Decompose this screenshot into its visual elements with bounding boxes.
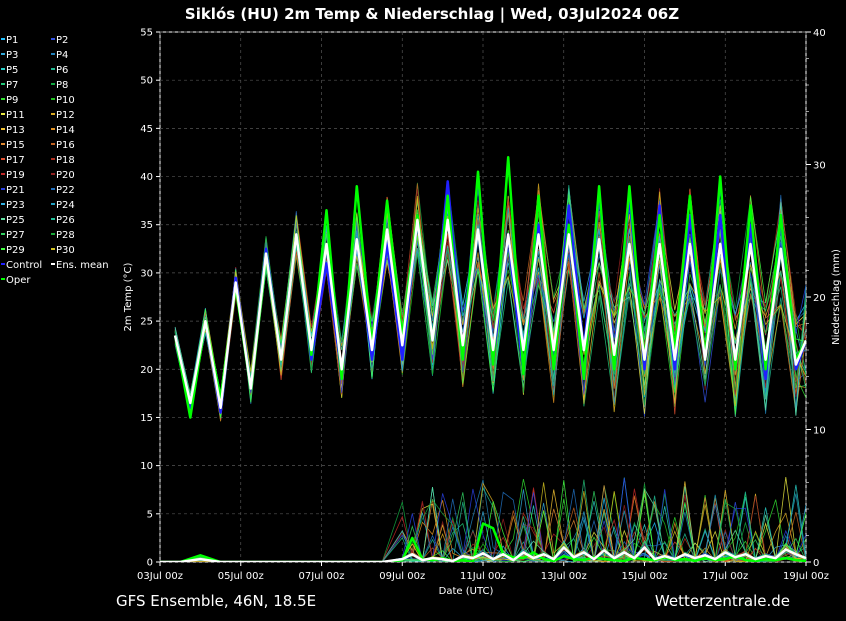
y-tick-label: 30 bbox=[140, 268, 153, 279]
y-tick-label: 20 bbox=[140, 365, 153, 376]
legend-label: Oper bbox=[6, 275, 31, 286]
y-axis-ticks: 0 5 10 15 20 25 30 35 40 45 50 55 bbox=[140, 28, 160, 569]
y2-tick-label: 30 bbox=[813, 161, 826, 172]
legend: P1 P2 P3 P4 P5 P6 P7 P8 P9 P10 P11 P12 P13 P14 P15 P16 P… bbox=[1, 35, 109, 286]
x-tick-label: 11Jul 00z bbox=[460, 571, 506, 582]
y2-axis-ticks: 0 10 20 30 40 bbox=[806, 28, 826, 569]
y-tick-label: 5 bbox=[147, 509, 153, 520]
legend-label: P26 bbox=[56, 215, 75, 226]
main-series bbox=[160, 156, 806, 562]
y2-tick-label: 0 bbox=[813, 558, 819, 569]
legend-label: P1 bbox=[6, 35, 18, 46]
ens-mean-temp-line bbox=[173, 218, 806, 410]
chart-title: Siklós (HU) 2m Temp & Niederschlag | Wed… bbox=[185, 5, 679, 24]
y-tick-label: 45 bbox=[140, 124, 153, 135]
legend-label: P25 bbox=[6, 215, 25, 226]
member-temp-line bbox=[174, 186, 806, 421]
x-axis-ticks: 03Jul 00z 05Jul 00z 07Jul 00z 09Jul 00z 11Ju… bbox=[137, 562, 829, 582]
y-tick-label: 25 bbox=[140, 317, 153, 328]
legend-label: P9 bbox=[6, 95, 18, 106]
oper-precip-line bbox=[160, 522, 806, 562]
legend-label: P11 bbox=[6, 110, 25, 121]
y-tick-label: 55 bbox=[140, 28, 153, 39]
y-tick-label: 35 bbox=[140, 220, 153, 231]
legend-label: Ens. mean bbox=[56, 260, 109, 271]
y2-axis-label: Niederschlag (mm) bbox=[831, 249, 842, 345]
y2-tick-label: 10 bbox=[813, 426, 826, 437]
legend-label: P20 bbox=[56, 170, 75, 181]
member-precip-line bbox=[160, 479, 806, 562]
legend-label: P2 bbox=[56, 35, 68, 46]
y-tick-label: 15 bbox=[140, 413, 153, 424]
x-tick-label: 13Jul 00z bbox=[541, 571, 587, 582]
legend-label: P8 bbox=[56, 80, 68, 91]
legend-label: P29 bbox=[6, 245, 25, 256]
member-temp-line bbox=[174, 185, 806, 417]
member-temp-line bbox=[174, 194, 806, 418]
footer-website: Wetterzentrale.de bbox=[655, 592, 790, 610]
x-tick-label: 17Jul 00z bbox=[702, 571, 748, 582]
legend-label: P14 bbox=[56, 125, 75, 136]
legend-label: Control bbox=[6, 260, 42, 271]
legend-label: P22 bbox=[56, 185, 75, 196]
legend-label: P15 bbox=[6, 140, 25, 151]
legend-label: P23 bbox=[6, 200, 25, 211]
legend-label: P16 bbox=[56, 140, 75, 151]
x-axis-label: Date (UTC) bbox=[439, 586, 494, 597]
legend-label: P17 bbox=[6, 155, 25, 166]
ens-mean-precip-line bbox=[160, 546, 806, 562]
member-temp-line bbox=[174, 191, 806, 409]
y-tick-label: 50 bbox=[140, 76, 153, 87]
x-tick-label: 07Jul 00z bbox=[299, 571, 345, 582]
x-tick-label: 09Jul 00z bbox=[379, 571, 425, 582]
legend-label: P7 bbox=[6, 80, 18, 91]
member-precip-line bbox=[160, 491, 806, 562]
legend-label: P5 bbox=[6, 65, 18, 76]
y-tick-label: 0 bbox=[147, 558, 153, 569]
member-precip-line bbox=[160, 488, 806, 562]
x-tick-label: 03Jul 00z bbox=[137, 571, 183, 582]
legend-label: P19 bbox=[6, 170, 25, 181]
legend-label: P21 bbox=[6, 185, 25, 196]
x-tick-label: 15Jul 00z bbox=[622, 571, 668, 582]
legend-label: P24 bbox=[56, 200, 75, 211]
legend-label: P28 bbox=[56, 230, 75, 241]
x-tick-label: 19Jul 00z bbox=[783, 571, 829, 582]
legend-label: P10 bbox=[56, 95, 75, 106]
y-tick-label: 10 bbox=[140, 461, 153, 472]
x-tick-label: 05Jul 00z bbox=[218, 571, 264, 582]
legend-label: P6 bbox=[56, 65, 68, 76]
legend-label: P27 bbox=[6, 230, 25, 241]
y-tick-label: 40 bbox=[140, 172, 153, 183]
legend-label: P12 bbox=[56, 110, 75, 121]
legend-label: P18 bbox=[56, 155, 75, 166]
legend-label: P30 bbox=[56, 245, 75, 256]
y2-tick-label: 40 bbox=[813, 28, 826, 39]
legend-label: P4 bbox=[56, 50, 68, 61]
y2-tick-label: 20 bbox=[813, 293, 826, 304]
member-temp-line bbox=[174, 191, 806, 418]
footer-source: GFS Ensemble, 46N, 18.5E bbox=[116, 592, 316, 610]
legend-label: P13 bbox=[6, 125, 25, 136]
legend-label: P3 bbox=[6, 50, 18, 61]
y-axis-label: 2m Temp (°C) bbox=[123, 262, 134, 331]
